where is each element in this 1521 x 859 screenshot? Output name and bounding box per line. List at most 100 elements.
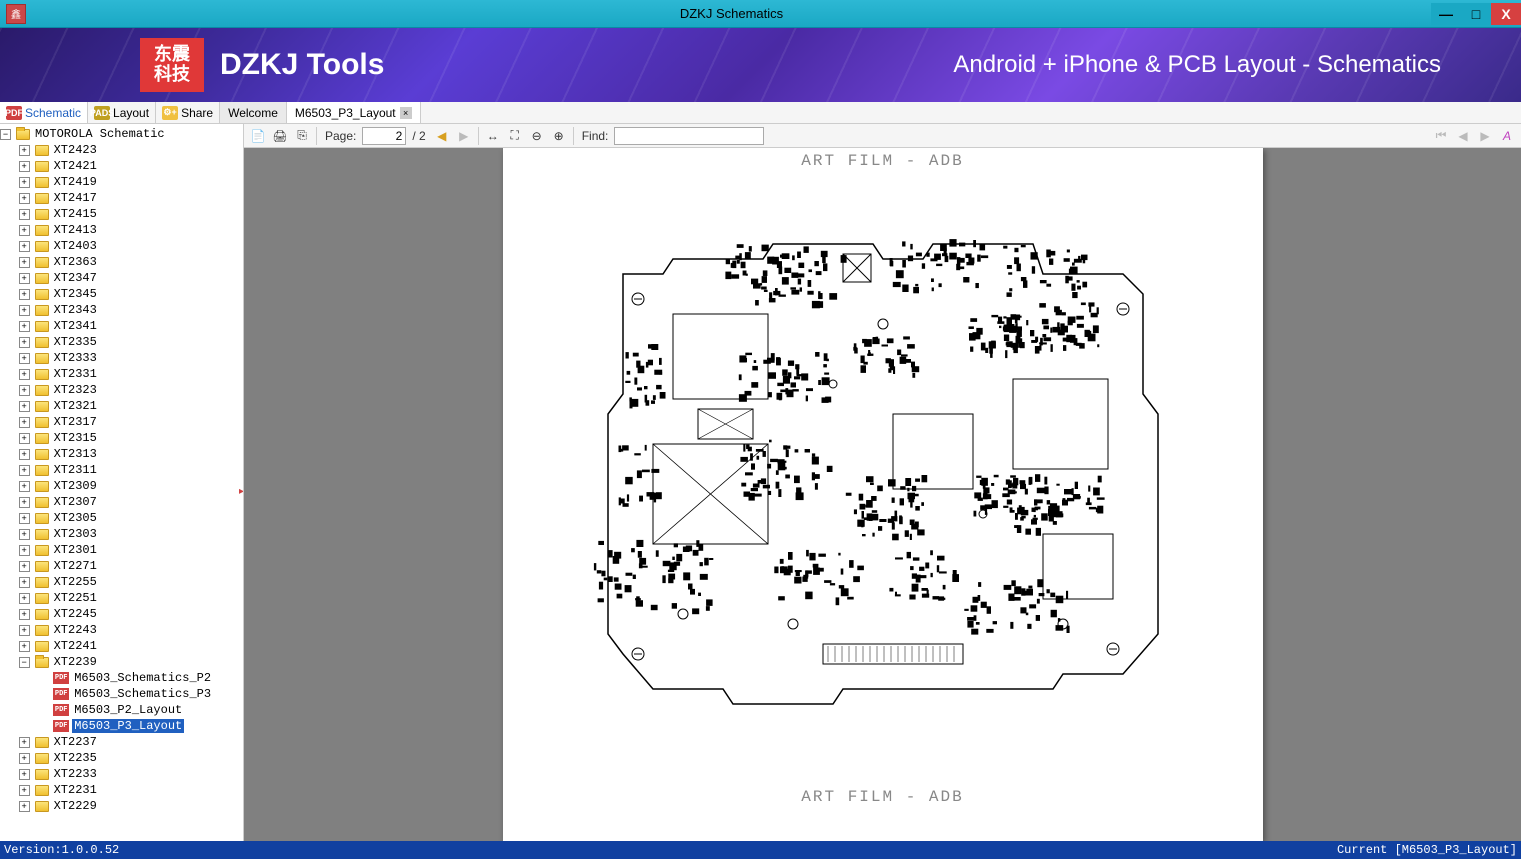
expand-icon[interactable]: + [19, 385, 30, 396]
sidebar-tree[interactable]: −MOTOROLA Schematic +XT2423 +XT2421 +XT2… [0, 124, 244, 841]
expand-icon[interactable]: + [19, 241, 30, 252]
tree-item-XT2323[interactable]: +XT2323 [0, 382, 243, 398]
tree-item-XT2341[interactable]: +XT2341 [0, 318, 243, 334]
expand-icon[interactable]: + [19, 161, 30, 172]
zoom-out-icon[interactable]: ⊖ [527, 126, 547, 146]
expand-icon[interactable]: + [19, 545, 30, 556]
tab-share[interactable]: ⚙+Share [156, 102, 220, 123]
expand-icon[interactable]: + [19, 561, 30, 572]
expand-icon[interactable]: + [19, 609, 30, 620]
expand-icon[interactable]: + [19, 513, 30, 524]
tree-item-XT2303[interactable]: +XT2303 [0, 526, 243, 542]
tree-item-XT2345[interactable]: +XT2345 [0, 286, 243, 302]
tree-item-XT2343[interactable]: +XT2343 [0, 302, 243, 318]
tree-file-M6503_Schematics_P3[interactable]: PDFM6503_Schematics_P3 [0, 686, 243, 702]
prev-match-icon[interactable]: ◀ [1453, 126, 1473, 146]
save-icon[interactable]: 📄 [248, 126, 268, 146]
tree-item-XT2311[interactable]: +XT2311 [0, 462, 243, 478]
tree-item-XT2347[interactable]: +XT2347 [0, 270, 243, 286]
expand-icon[interactable]: + [19, 321, 30, 332]
tree-item-XT2233[interactable]: +XT2233 [0, 766, 243, 782]
expand-icon[interactable]: + [19, 737, 30, 748]
print-icon[interactable]: 🖨 [270, 126, 290, 146]
tree-item-XT2331[interactable]: +XT2331 [0, 366, 243, 382]
expand-icon[interactable]: + [19, 529, 30, 540]
tree-item-XT2307[interactable]: +XT2307 [0, 494, 243, 510]
tree-item-XT2309[interactable]: +XT2309 [0, 478, 243, 494]
close-button[interactable]: X [1491, 3, 1521, 25]
tree-item-XT2235[interactable]: +XT2235 [0, 750, 243, 766]
maximize-button[interactable]: □ [1461, 3, 1491, 25]
collapse-icon[interactable]: − [0, 129, 11, 140]
expand-icon[interactable]: + [19, 753, 30, 764]
expand-icon[interactable]: + [19, 209, 30, 220]
first-match-icon[interactable]: ⏮ [1431, 126, 1451, 146]
tree-item-XT2423[interactable]: +XT2423 [0, 142, 243, 158]
collapse-icon[interactable]: − [19, 657, 30, 668]
tab-layout[interactable]: PADSLayout [88, 102, 156, 123]
expand-icon[interactable]: + [19, 417, 30, 428]
expand-icon[interactable]: + [19, 257, 30, 268]
tree-item-XT2413[interactable]: +XT2413 [0, 222, 243, 238]
tree-item-XT2229[interactable]: +XT2229 [0, 798, 243, 814]
tree-item-XT2255[interactable]: +XT2255 [0, 574, 243, 590]
tree-item-XT2419[interactable]: +XT2419 [0, 174, 243, 190]
tree-file-M6503_Schematics_P2[interactable]: PDFM6503_Schematics_P2 [0, 670, 243, 686]
fit-page-icon[interactable]: ⛶ [505, 126, 525, 146]
expand-icon[interactable]: + [19, 769, 30, 780]
page-viewport[interactable]: ART FILM - ADB [244, 148, 1521, 841]
tree-item-XT2417[interactable]: +XT2417 [0, 190, 243, 206]
page-input[interactable] [362, 127, 406, 145]
expand-icon[interactable]: + [19, 305, 30, 316]
tree-item-XT2421[interactable]: +XT2421 [0, 158, 243, 174]
expand-icon[interactable]: + [19, 401, 30, 412]
tree-item-XT2243[interactable]: +XT2243 [0, 622, 243, 638]
prev-page-icon[interactable]: ◀ [432, 126, 452, 146]
find-input[interactable] [614, 127, 764, 145]
expand-icon[interactable]: + [19, 353, 30, 364]
tree-item-XT2335[interactable]: +XT2335 [0, 334, 243, 350]
tree-item-XT2363[interactable]: +XT2363 [0, 254, 243, 270]
expand-icon[interactable]: + [19, 801, 30, 812]
next-match-icon[interactable]: ▶ [1475, 126, 1495, 146]
zoom-in-icon[interactable]: ⊕ [549, 126, 569, 146]
expand-icon[interactable]: + [19, 641, 30, 652]
tree-item-XT2315[interactable]: +XT2315 [0, 430, 243, 446]
doctab-welcome[interactable]: Welcome [220, 102, 287, 123]
tree-item-XT2321[interactable]: +XT2321 [0, 398, 243, 414]
expand-icon[interactable]: + [19, 625, 30, 636]
fit-width-icon[interactable]: ↔ [483, 126, 503, 146]
copy-icon[interactable]: ⎘ [292, 126, 312, 146]
expand-icon[interactable]: + [19, 785, 30, 796]
expand-icon[interactable]: + [19, 577, 30, 588]
expand-icon[interactable]: + [19, 433, 30, 444]
tree-item-XT2239[interactable]: −XT2239 [0, 654, 243, 670]
expand-icon[interactable]: + [19, 225, 30, 236]
expand-icon[interactable]: + [19, 145, 30, 156]
minimize-button[interactable]: — [1431, 3, 1461, 25]
expand-icon[interactable]: + [19, 449, 30, 460]
expand-icon[interactable]: + [19, 177, 30, 188]
expand-icon[interactable]: + [19, 193, 30, 204]
tree-file-M6503_P2_Layout[interactable]: PDFM6503_P2_Layout [0, 702, 243, 718]
tree-item-XT2301[interactable]: +XT2301 [0, 542, 243, 558]
expand-icon[interactable]: + [19, 337, 30, 348]
close-icon[interactable]: × [400, 107, 412, 119]
tree-item-XT2305[interactable]: +XT2305 [0, 510, 243, 526]
expand-icon[interactable]: + [19, 593, 30, 604]
tree-item-XT2313[interactable]: +XT2313 [0, 446, 243, 462]
tree-item-XT2403[interactable]: +XT2403 [0, 238, 243, 254]
text-tool-icon[interactable]: A [1497, 126, 1517, 146]
expand-icon[interactable]: + [19, 369, 30, 380]
tree-item-XT2237[interactable]: +XT2237 [0, 734, 243, 750]
tree-item-XT2271[interactable]: +XT2271 [0, 558, 243, 574]
expand-icon[interactable]: + [19, 497, 30, 508]
expand-icon[interactable]: + [19, 465, 30, 476]
tree-item-XT2251[interactable]: +XT2251 [0, 590, 243, 606]
expand-icon[interactable]: + [19, 481, 30, 492]
tab-schematic[interactable]: PDFSchematic [0, 102, 88, 123]
tree-item-XT2415[interactable]: +XT2415 [0, 206, 243, 222]
tree-item-XT2317[interactable]: +XT2317 [0, 414, 243, 430]
tree-item-XT2241[interactable]: +XT2241 [0, 638, 243, 654]
tree-item-XT2333[interactable]: +XT2333 [0, 350, 243, 366]
